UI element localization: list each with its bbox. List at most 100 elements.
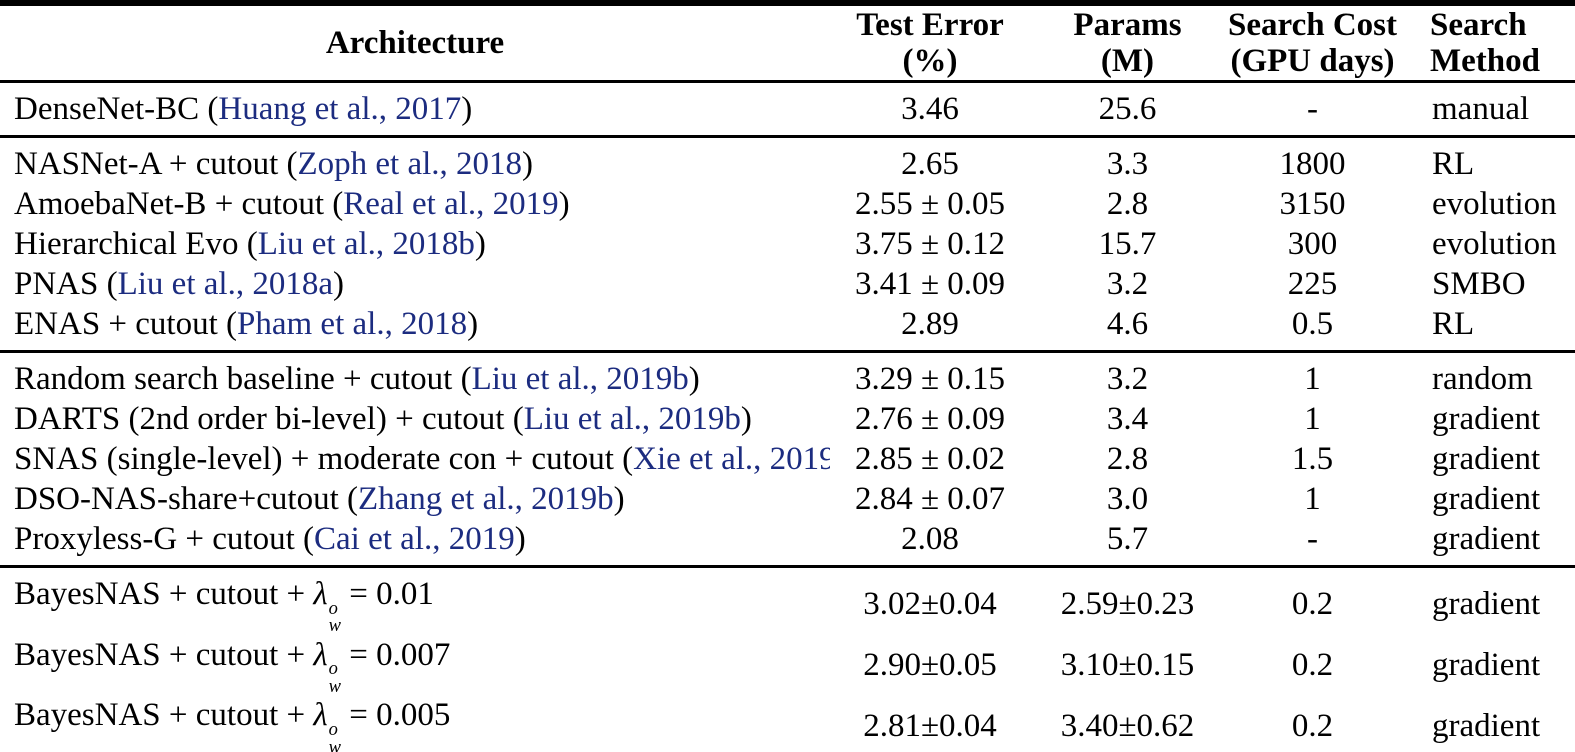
- params-cell: 2.8: [1106, 441, 1149, 477]
- table-row: DSO-NAS-share+cutout (Zhang et al., 2019…: [0, 479, 1575, 519]
- architecture-cell: Random search baseline + cutout (Liu et …: [0, 352, 830, 400]
- test-error-cell: 2.90±0.05: [863, 647, 997, 684]
- architecture-text: SNAS (single-level) + moderate con + cut…: [14, 441, 634, 477]
- test-error-cell: 2.65: [901, 146, 959, 182]
- table-row: DARTS (2nd order bi-level) + cutout (Liu…: [0, 399, 1575, 439]
- architecture-cell: AmoebaNet-B + cutout (Real et al., 2019): [0, 184, 830, 224]
- column-header-params: Params (M): [1030, 3, 1225, 83]
- search-method-cell: gradient: [1432, 481, 1541, 517]
- architecture-cell: Proxyless-G + cutout (Cai et al., 2019): [0, 519, 830, 567]
- column-header-test-error: Test Error (%): [830, 3, 1030, 83]
- architecture-text: = 0.005: [341, 697, 451, 734]
- test-error-cell: 2.76 ± 0.09: [854, 401, 1006, 437]
- header-line: Method: [1430, 43, 1540, 79]
- citation-link[interactable]: Huang et al., 2017: [218, 91, 462, 127]
- architecture-text: AmoebaNet-B + cutout (: [14, 186, 344, 222]
- architecture-cell: DARTS (2nd order bi-level) + cutout (Liu…: [0, 399, 830, 439]
- architecture-text: PNAS (: [14, 266, 118, 302]
- test-error-cell: 2.84 ± 0.07: [854, 481, 1006, 517]
- search-method-cell: evolution: [1432, 226, 1557, 262]
- architecture-cell: DenseNet-BC (Huang et al., 2017): [0, 82, 830, 137]
- citation-link[interactable]: Pham et al., 2018: [237, 306, 468, 342]
- architecture-text: ): [688, 361, 700, 397]
- architecture-text: ): [474, 226, 486, 262]
- architecture-text: ): [522, 146, 534, 182]
- architecture-text: NASNet-A + cutout (: [14, 146, 298, 182]
- table-row: Random search baseline + cutout (Liu et …: [0, 352, 1575, 400]
- architecture-text: BayesNAS + cutout +: [14, 636, 314, 673]
- architecture-cell: ENAS + cutout (Pham et al., 2018): [0, 304, 830, 352]
- row-group: Random search baseline + cutout (Liu et …: [0, 351, 1575, 567]
- search-method-cell: gradient: [1432, 647, 1541, 684]
- header-line: (M): [1100, 43, 1155, 79]
- table-row: AmoebaNet-B + cutout (Real et al., 2019)…: [0, 184, 1575, 224]
- search-cost-cell: 0.2: [1291, 586, 1334, 623]
- citation-link[interactable]: Liu et al., 2018a: [117, 266, 333, 302]
- architecture-text: Hierarchical Evo (: [14, 226, 258, 262]
- table-row: PNAS (Liu et al., 2018a) 3.41 ± 0.09 3.2 22…: [0, 264, 1575, 304]
- citation-link[interactable]: Real et al., 2019: [343, 186, 559, 222]
- test-error-cell: 3.41 ± 0.09: [854, 266, 1006, 302]
- citation-link[interactable]: Zoph et al., 2018: [297, 146, 523, 182]
- search-cost-cell: -: [1307, 521, 1318, 557]
- column-header-search-method: Search Method: [1400, 3, 1575, 83]
- header-line: Params: [1073, 7, 1182, 43]
- architecture-text: DARTS (2nd order bi-level) + cutout (: [14, 401, 524, 437]
- search-method-cell: gradient: [1432, 401, 1541, 437]
- architecture-text: ): [740, 401, 752, 437]
- params-cell: 3.10±0.15: [1060, 647, 1195, 684]
- citation-link[interactable]: Liu et al., 2019b: [471, 361, 689, 397]
- search-cost-cell: 0.5: [1291, 306, 1334, 342]
- citation-link[interactable]: Liu et al., 2019b: [523, 401, 741, 437]
- search-method-cell: gradient: [1432, 521, 1541, 557]
- header-line: (%): [902, 43, 958, 79]
- lambda-symbol: λ: [313, 636, 328, 673]
- test-error-cell: 2.85 ± 0.02: [854, 441, 1006, 477]
- row-group: DenseNet-BC (Huang et al., 2017) 3.46 25.6…: [0, 81, 1575, 137]
- table-row: ENAS + cutout (Pham et al., 2018) 2.89 4.6…: [0, 304, 1575, 352]
- search-method-cell: SMBO: [1432, 266, 1526, 302]
- architecture-text: BayesNAS + cutout +: [14, 576, 314, 612]
- test-error-cell: 2.81±0.04: [863, 707, 997, 744]
- params-cell: 4.6: [1106, 306, 1149, 342]
- architecture-cell: PNAS (Liu et al., 2018a): [0, 264, 830, 304]
- search-cost-cell: 225: [1287, 266, 1338, 302]
- architecture-text: ): [558, 186, 570, 222]
- citation-link[interactable]: Liu et al., 2018b: [257, 226, 475, 262]
- params-cell: 3.3: [1106, 146, 1149, 182]
- table-row: SNAS (single-level) + moderate con + cut…: [0, 439, 1575, 479]
- architecture-text: ): [461, 91, 473, 127]
- header-line: Architecture: [325, 25, 505, 61]
- lambda-subscript: w: [328, 675, 341, 696]
- architecture-text: Proxyless-G + cutout (: [14, 521, 314, 557]
- citation-link[interactable]: Zhang et al., 2019b: [357, 481, 614, 517]
- lambda-superscript: o: [328, 658, 338, 679]
- params-cell: 5.7: [1106, 521, 1149, 557]
- citation-link[interactable]: Cai et al., 2019: [314, 521, 515, 557]
- header-row: Architecture Test Error (%) Params (M) S…: [0, 3, 1575, 83]
- search-method-cell: gradient: [1432, 586, 1541, 623]
- citation-link[interactable]: Xie et al., 2019: [633, 441, 830, 477]
- params-cell: 25.6: [1098, 91, 1157, 127]
- test-error-cell: 3.02±0.04: [863, 586, 997, 623]
- search-method-cell: RL: [1432, 306, 1475, 342]
- table-row: Hierarchical Evo (Liu et al., 2018b) 3.75…: [0, 224, 1575, 264]
- architecture-text: ): [332, 266, 344, 302]
- lambda-symbol: λ: [313, 697, 328, 734]
- table-row: DenseNet-BC (Huang et al., 2017) 3.46 25.6…: [0, 82, 1575, 137]
- column-header-architecture: Architecture: [0, 3, 830, 83]
- search-cost-cell: 1: [1304, 401, 1321, 437]
- search-method-cell: gradient: [1432, 441, 1541, 477]
- architecture-cell: SNAS (single-level) + moderate con + cut…: [0, 439, 830, 479]
- params-cell: 2.59±0.23: [1060, 586, 1195, 623]
- search-method-cell: gradient: [1432, 707, 1541, 744]
- header-line: Search: [1430, 7, 1527, 43]
- params-cell: 3.2: [1106, 361, 1149, 397]
